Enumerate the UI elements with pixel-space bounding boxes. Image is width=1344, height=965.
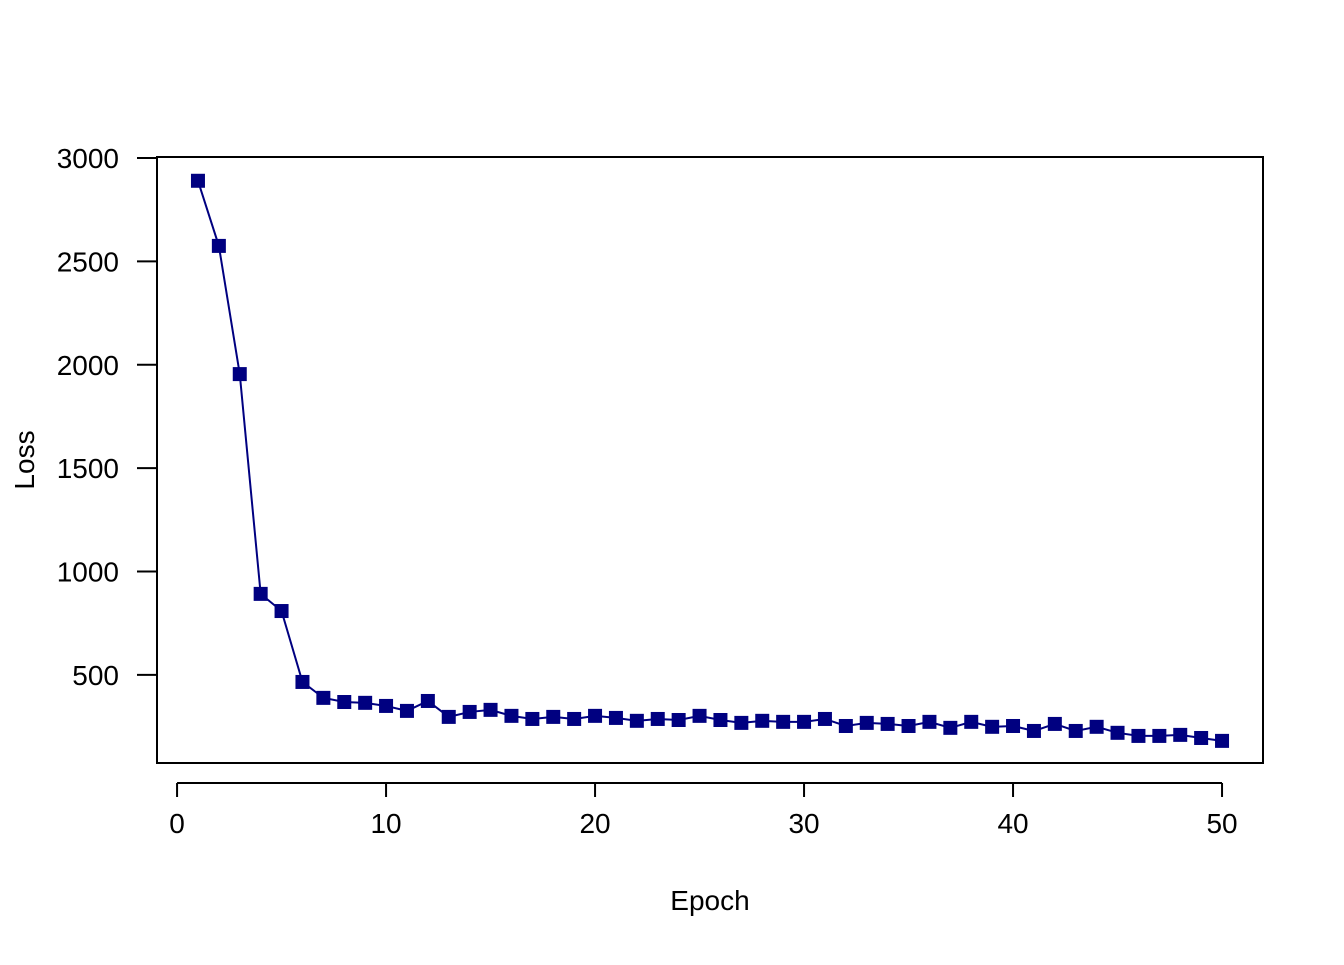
marker: [1026, 723, 1041, 738]
x-tick-label: 30: [788, 808, 819, 839]
marker: [985, 719, 1000, 734]
x-tick-label: 40: [997, 808, 1028, 839]
marker: [943, 720, 958, 735]
marker: [650, 711, 665, 726]
marker: [190, 173, 205, 188]
series-line: [197, 180, 1223, 742]
marker: [671, 712, 686, 727]
marker: [901, 718, 916, 733]
y-tick-label: 500: [72, 660, 119, 691]
marker: [1068, 723, 1083, 738]
marker: [337, 695, 352, 710]
marker: [755, 713, 770, 728]
marker: [964, 714, 979, 729]
y-axis-label: Loss: [9, 430, 40, 489]
marker: [253, 586, 268, 601]
x-tick-label: 0: [169, 808, 185, 839]
y-tick-label: 1000: [57, 557, 119, 588]
marker: [358, 695, 373, 710]
y-tick-label: 2500: [57, 246, 119, 277]
marker: [379, 698, 394, 713]
marker: [838, 718, 853, 733]
marker: [776, 714, 791, 729]
marker: [734, 715, 749, 730]
y-tick-label: 1500: [57, 453, 119, 484]
marker: [1215, 733, 1230, 748]
marker: [1006, 718, 1021, 733]
marker: [629, 713, 644, 728]
marker: [316, 690, 331, 705]
marker: [462, 704, 477, 719]
marker: [295, 674, 310, 689]
x-axis-label: Epoch: [670, 885, 749, 916]
y-tick-label: 2000: [57, 350, 119, 381]
marker: [232, 367, 247, 382]
marker: [608, 710, 623, 725]
marker: [1047, 716, 1062, 731]
marker: [692, 708, 707, 723]
marker: [797, 714, 812, 729]
marker: [483, 702, 498, 717]
y-tick-label: 3000: [57, 143, 119, 174]
marker: [504, 708, 519, 723]
marker: [525, 711, 540, 726]
marker: [211, 238, 226, 253]
marker: [1194, 730, 1209, 745]
marker: [1110, 725, 1125, 740]
marker: [420, 693, 435, 708]
marker: [546, 709, 561, 724]
marker: [859, 715, 874, 730]
marker: [567, 711, 582, 726]
marker: [817, 711, 832, 726]
plot-box: [156, 156, 1264, 764]
marker: [399, 703, 414, 718]
marker: [588, 708, 603, 723]
x-tick-label: 20: [579, 808, 610, 839]
marker: [880, 716, 895, 731]
marker: [1152, 728, 1167, 743]
marker: [441, 709, 456, 724]
marker: [1173, 727, 1188, 742]
marker: [1131, 728, 1146, 743]
x-tick-label: 50: [1206, 808, 1237, 839]
marker: [922, 714, 937, 729]
marker: [274, 604, 289, 619]
marker: [713, 712, 728, 727]
x-tick-label: 10: [370, 808, 401, 839]
marker: [1089, 719, 1104, 734]
